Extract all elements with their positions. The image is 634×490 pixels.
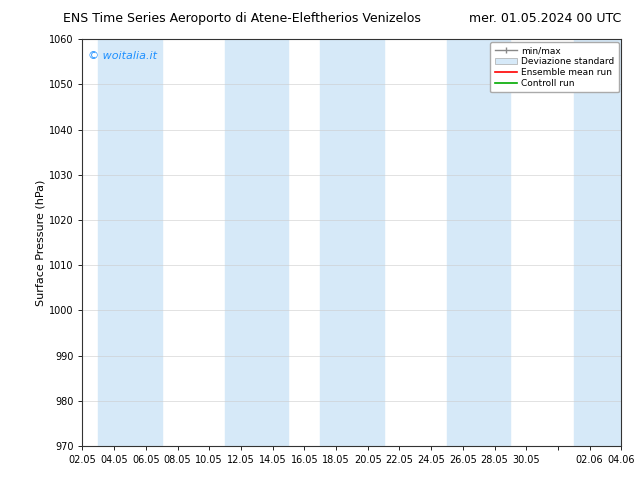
Bar (320, 39, 384, 446)
Legend: min/max, Deviazione standard, Ensemble mean run, Controll run: min/max, Deviazione standard, Ensemble m… (490, 42, 619, 92)
Text: © woitalia.it: © woitalia.it (87, 51, 157, 61)
Text: ENS Time Series Aeroporto di Atene-Eleftherios Venizelos: ENS Time Series Aeroporto di Atene-Eleft… (63, 12, 421, 25)
Text: mer. 01.05.2024 00 UTC: mer. 01.05.2024 00 UTC (469, 12, 621, 25)
Bar (574, 39, 634, 446)
Y-axis label: Surface Pressure (hPa): Surface Pressure (hPa) (36, 179, 46, 306)
Bar (225, 39, 288, 446)
Bar (447, 39, 510, 446)
Bar (98, 39, 162, 446)
